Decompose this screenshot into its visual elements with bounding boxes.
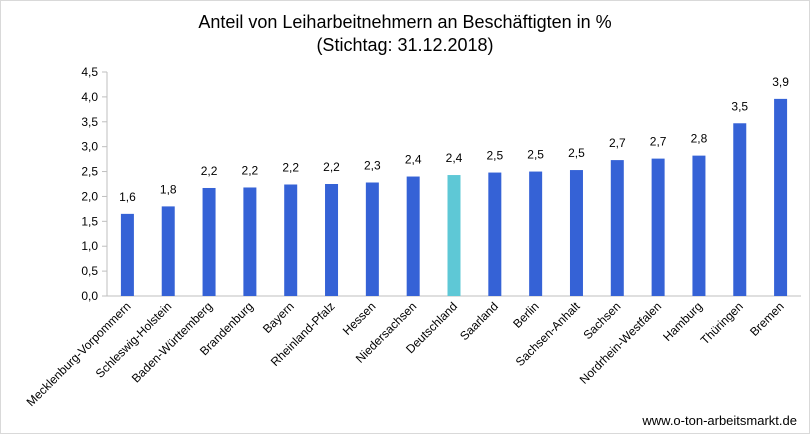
bar-data-label: 2,7 <box>645 131 672 151</box>
x-category-label: Berlin <box>510 299 542 331</box>
bar-value-label: 1,6 <box>119 190 136 204</box>
bar-label-box <box>277 157 304 177</box>
bar-value-label: 2,5 <box>527 148 544 162</box>
bar-value-label: 3,5 <box>731 99 748 113</box>
bar-label-box <box>196 160 223 180</box>
bar-value-label: 2,5 <box>568 146 585 160</box>
y-tick-label: 2,5 <box>81 165 98 179</box>
bar-label-box <box>318 157 345 176</box>
y-tick-label: 0,0 <box>81 289 98 303</box>
bar <box>610 160 624 296</box>
bar <box>284 184 298 296</box>
bar <box>447 175 461 296</box>
bar-data-label: 2,4 <box>400 149 427 169</box>
bar <box>692 155 706 296</box>
bar-label-box <box>359 155 386 175</box>
x-category-label: Schleswig-Holstein <box>93 299 175 381</box>
bar <box>569 170 583 296</box>
bar-data-label: 2,2 <box>236 160 263 180</box>
bar-label-box <box>563 143 590 163</box>
bar-data-label: 2,7 <box>604 133 631 153</box>
bar <box>243 187 257 296</box>
y-tick-label: 0,5 <box>81 264 98 278</box>
x-category-label: Hessen <box>340 299 379 338</box>
bar-label-box <box>441 148 467 168</box>
bar-label-box <box>236 160 263 180</box>
bar-data-label: 2,8 <box>685 128 712 148</box>
bar <box>202 187 216 296</box>
bar-data-label: 2,2 <box>196 160 223 180</box>
source-text: www.o-ton-arbeitsmarkt.de <box>641 413 797 428</box>
bar <box>325 184 339 296</box>
bar-data-label: 1,6 <box>114 186 141 206</box>
bar <box>529 171 543 296</box>
y-tick-label: 3,5 <box>81 115 98 129</box>
bar-data-label: 1,8 <box>155 179 182 199</box>
bar <box>406 176 420 296</box>
bar <box>365 182 379 296</box>
x-category-label: Bremen <box>747 299 787 339</box>
bar-value-label: 2,2 <box>323 160 340 174</box>
bar-data-label: 2,4 <box>441 148 467 168</box>
bar-value-label: 2,2 <box>201 164 218 178</box>
bar-label-box <box>604 133 631 153</box>
bar-value-label: 2,4 <box>446 151 463 165</box>
bar-value-label: 2,4 <box>405 153 422 167</box>
bar-label-box <box>522 144 549 164</box>
bar <box>651 158 665 296</box>
bar-data-label: 2,5 <box>522 144 549 164</box>
y-tick-label: 4,0 <box>81 90 98 104</box>
chart-title: Anteil von Leiharbeitnehmern an Beschäft… <box>198 12 611 32</box>
bar-data-label: 3,9 <box>767 71 794 91</box>
bar-data-label: 2,5 <box>563 143 590 163</box>
bar-label-box <box>726 96 753 116</box>
x-category-label: Nordrhein-Westfalen <box>577 299 665 387</box>
bar-label-box <box>685 128 712 148</box>
bar <box>733 123 747 296</box>
bar <box>161 206 175 296</box>
bar-label-box <box>155 179 182 199</box>
bar-label-box <box>114 186 141 206</box>
bar-data-label: 2,3 <box>359 155 386 175</box>
bar <box>774 98 788 296</box>
bar-data-label: 2,5 <box>481 145 508 165</box>
bar-data-label: 2,2 <box>318 157 345 176</box>
bar-value-label: 2,5 <box>486 149 503 163</box>
bar-value-label: 2,8 <box>691 132 708 146</box>
bar-data-label: 3,5 <box>726 96 753 116</box>
bar-value-label: 2,3 <box>364 159 381 173</box>
y-tick-label: 1,0 <box>81 239 98 253</box>
bar-value-label: 3,9 <box>772 75 789 89</box>
bar <box>120 213 134 296</box>
bar-value-label: 2,2 <box>282 160 299 174</box>
bar-label-box <box>481 145 508 165</box>
chart-subtitle: (Stichtag: 31.12.2018) <box>316 35 493 55</box>
bar-label-box <box>767 71 794 91</box>
x-category-label: Bayern <box>260 299 297 336</box>
bar-value-label: 2,7 <box>650 135 667 149</box>
bar-value-label: 1,8 <box>160 182 177 196</box>
bar-label-box <box>645 131 672 151</box>
y-tick-label: 1,5 <box>81 214 98 228</box>
x-category-label: Saarland <box>457 299 501 343</box>
bar-data-label: 2,2 <box>277 157 304 177</box>
y-tick-label: 2,0 <box>81 189 98 203</box>
bar-label-box <box>400 149 427 169</box>
bar-value-label: 2,2 <box>242 163 259 177</box>
y-tick-label: 3,0 <box>81 140 98 154</box>
x-category-label: Thüringen <box>698 299 746 347</box>
y-tick-label: 4,5 <box>81 65 98 79</box>
bar-value-label: 2,7 <box>609 136 626 150</box>
bar <box>488 172 502 296</box>
